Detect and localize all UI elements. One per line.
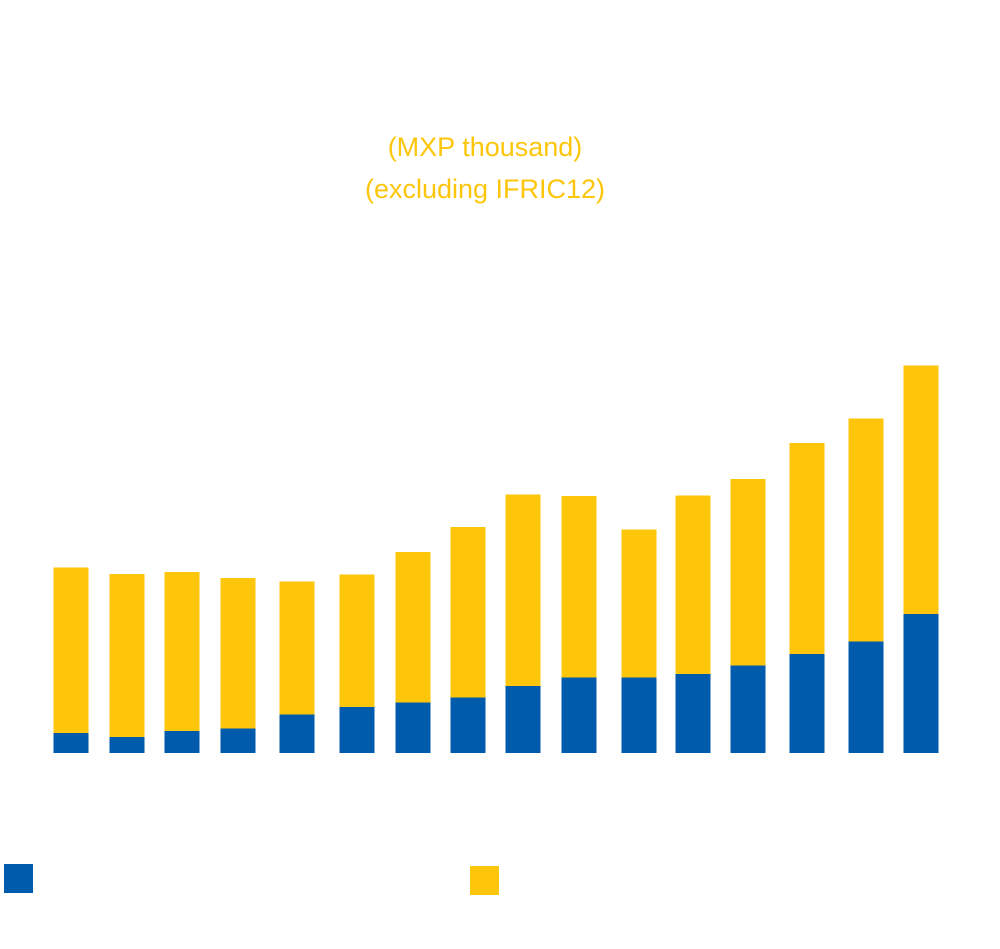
bar-segment-series-1-1 <box>53 733 89 753</box>
bar-segment-series-1-16 <box>903 614 939 753</box>
bar-segment-series-1-5 <box>279 714 315 753</box>
bar-segment-series-1-6 <box>339 707 375 753</box>
bar-segment-series-2-8 <box>450 527 486 698</box>
bar-segment-series-1-3 <box>164 731 200 753</box>
bar-segment-series-2-16 <box>903 365 939 614</box>
bar-segment-series-2-5 <box>279 581 315 715</box>
bar-segment-series-2-4 <box>220 578 256 729</box>
bar-segment-series-1-10 <box>561 677 597 753</box>
bar-segment-series-2-11 <box>621 529 657 678</box>
chart-subtitle-note: (excluding IFRIC12) <box>364 174 606 204</box>
legend-swatch-series-1 <box>4 864 33 893</box>
bar-segment-series-2-14 <box>789 443 825 654</box>
bar-segment-series-2-1 <box>53 567 89 733</box>
bar-segment-series-2-2 <box>109 574 145 737</box>
bar-segment-series-1-14 <box>789 654 825 753</box>
chart-subtitle-units: (MXP thousand) <box>387 132 583 162</box>
legend-swatch-series-2 <box>470 866 499 895</box>
bar-segment-series-1-13 <box>730 665 766 753</box>
bar-segment-series-1-4 <box>220 728 256 753</box>
bar-segment-series-1-8 <box>450 697 486 753</box>
bar-segment-series-2-15 <box>848 418 884 642</box>
bar-segment-series-1-15 <box>848 641 884 753</box>
bar-segment-series-1-11 <box>621 677 657 753</box>
bar-segment-series-2-12 <box>675 495 711 674</box>
bar-segment-series-1-2 <box>109 737 145 753</box>
stacked-bar-chart <box>53 365 939 753</box>
bar-segment-series-2-3 <box>164 572 200 731</box>
bar-segment-series-2-13 <box>730 479 766 666</box>
bar-segment-series-2-10 <box>561 496 597 678</box>
bar-segment-series-2-7 <box>395 552 431 703</box>
bar-segment-series-2-6 <box>339 574 375 707</box>
bar-segment-series-1-7 <box>395 702 431 753</box>
bar-segment-series-1-12 <box>675 674 711 753</box>
bar-segment-series-1-9 <box>505 686 541 753</box>
bar-segment-series-2-9 <box>505 494 541 686</box>
